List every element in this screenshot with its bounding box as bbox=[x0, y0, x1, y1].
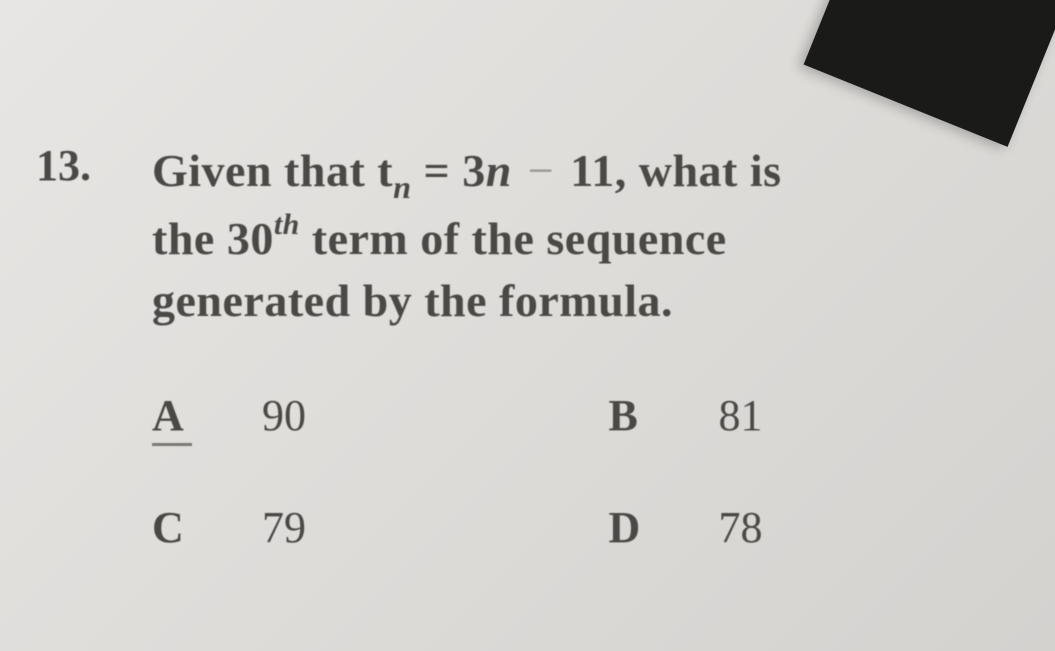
option-d-letter: D bbox=[609, 502, 649, 553]
answer-options: A 90 B 81 C 79 D 78 bbox=[152, 390, 1025, 553]
page-corner-fold bbox=[804, 0, 1055, 147]
option-c-value: 79 bbox=[262, 502, 306, 553]
option-a-value: 90 bbox=[262, 390, 306, 441]
q-minus: − bbox=[512, 145, 570, 196]
option-a-letter: A bbox=[152, 390, 192, 446]
q-var-n: n bbox=[486, 145, 512, 196]
question-number: 13. bbox=[36, 140, 116, 553]
q-line2-prefix: the 30 bbox=[152, 213, 274, 264]
question-block: 13. Given that tn = 3n − 11, what is the… bbox=[36, 140, 1025, 553]
option-c-letter: C bbox=[152, 502, 192, 553]
option-b-letter: B bbox=[609, 390, 649, 441]
option-c[interactable]: C 79 bbox=[152, 502, 569, 553]
option-a[interactable]: A 90 bbox=[152, 390, 569, 446]
question-body: Given that tn = 3n − 11, what is the 30t… bbox=[152, 140, 1025, 553]
option-b-value: 81 bbox=[719, 390, 763, 441]
q-sup-th: th bbox=[274, 208, 300, 241]
q-line3: generated by the formula. bbox=[152, 275, 673, 326]
q-line1-mid: = 3 bbox=[412, 145, 486, 196]
question-text: Given that tn = 3n − 11, what is the 30t… bbox=[152, 140, 1025, 332]
option-d[interactable]: D 78 bbox=[609, 502, 1026, 553]
q-line1-prefix: Given that t bbox=[152, 145, 393, 196]
q-sub-n: n bbox=[393, 169, 411, 205]
q-line2-suffix: term of the sequence bbox=[300, 213, 727, 264]
option-d-value: 78 bbox=[719, 502, 763, 553]
option-b[interactable]: B 81 bbox=[609, 390, 1026, 446]
q-line1-suffix: 11, what is bbox=[570, 145, 781, 196]
